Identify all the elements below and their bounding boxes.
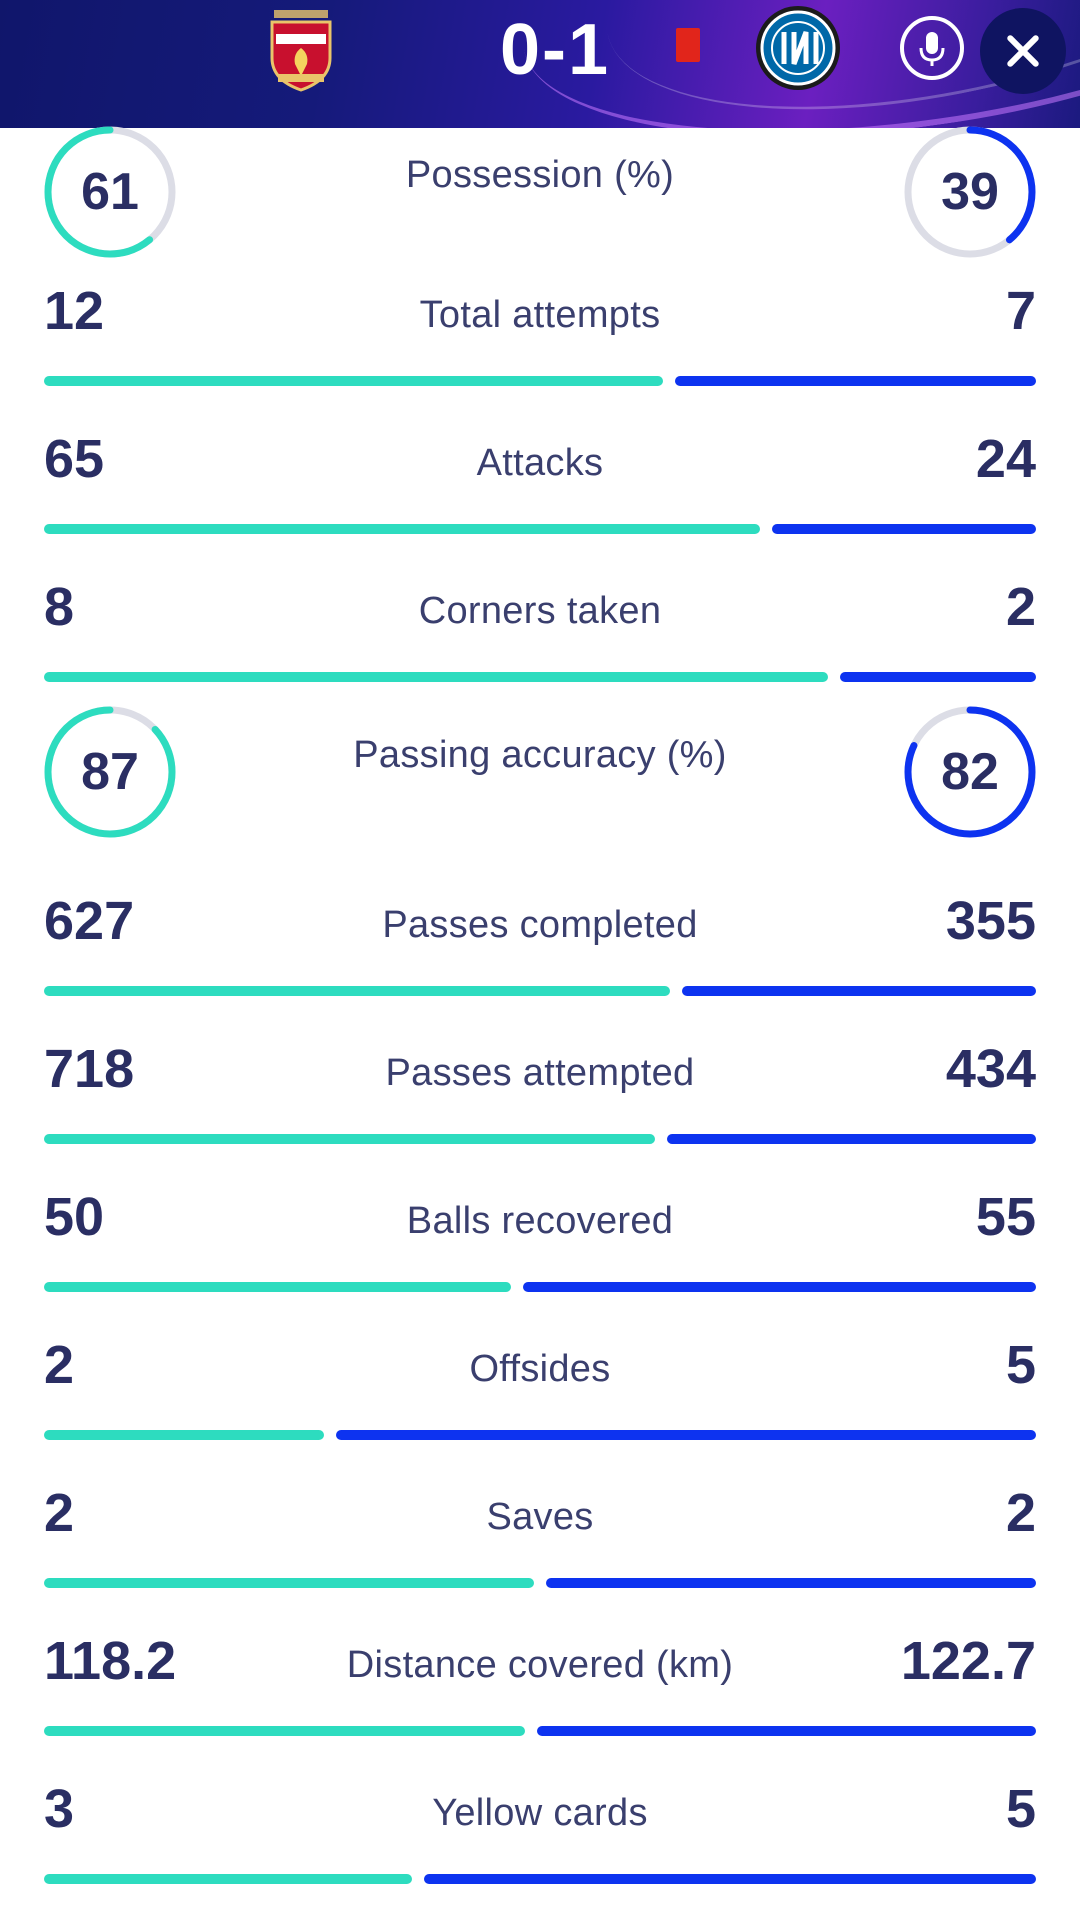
home-stat-bar xyxy=(44,376,663,386)
away-stat-value: 434 xyxy=(945,1039,1036,1099)
away-stat-bar xyxy=(536,1726,1036,1736)
home-stat-value: 8 xyxy=(44,577,75,637)
stat-row: 2 2 Saves xyxy=(0,1472,1080,1620)
home-stat-ring: 87 xyxy=(42,704,178,840)
stat-label: Passes completed xyxy=(382,904,698,946)
home-stat-value: 118.2 xyxy=(44,1631,177,1691)
home-stat-value: 3 xyxy=(44,1779,75,1839)
away-stat-value: 2 xyxy=(1005,1483,1036,1543)
red-card-icon xyxy=(676,28,700,62)
stat-label: Balls recovered xyxy=(406,1200,674,1242)
inter-crest-icon xyxy=(756,6,840,90)
home-stat-value: 12 xyxy=(44,281,105,341)
home-stat-value: 718 xyxy=(44,1039,135,1099)
liverpool-crest-icon xyxy=(270,10,332,92)
away-stat-bar xyxy=(771,524,1036,534)
away-stat-value: 55 xyxy=(975,1187,1036,1247)
home-stat-value: 2 xyxy=(44,1335,75,1395)
home-stat-bar xyxy=(44,1430,324,1440)
home-stat-value: 50 xyxy=(44,1187,105,1247)
match-header: 0-1 xyxy=(0,0,1080,128)
home-stat-bar xyxy=(44,672,828,682)
home-stat-bar xyxy=(44,1282,511,1292)
away-stat-bar xyxy=(666,1134,1036,1144)
stat-label: Corners taken xyxy=(418,590,662,632)
stat-row: 65 24 Attacks xyxy=(0,418,1080,566)
stat-row: 61 39 Possession (%) xyxy=(0,120,1080,268)
home-stat-value: 87 xyxy=(81,743,139,801)
stat-label: Possession (%) xyxy=(405,154,675,196)
stat-label: Passing accuracy (%) xyxy=(353,734,727,776)
home-stat-bar xyxy=(44,1874,412,1884)
home-stat-bar xyxy=(44,1578,534,1588)
away-stat-bar xyxy=(423,1874,1036,1884)
stat-row: 118.2 122.7 Distance covered (km) xyxy=(0,1620,1080,1768)
stat-row: 8 2 Corners taken xyxy=(0,566,1080,714)
away-stat-bar xyxy=(674,376,1036,386)
away-stat-value: 39 xyxy=(941,163,999,221)
away-stat-value: 2 xyxy=(1005,577,1036,637)
stat-row: 50 55 Balls recovered xyxy=(0,1176,1080,1324)
stat-label: Saves xyxy=(486,1496,594,1538)
home-ring-fill xyxy=(44,126,176,258)
away-stat-bar xyxy=(336,1430,1036,1440)
stat-row: 12 7 Total attempts xyxy=(0,270,1080,418)
stat-label: Attacks xyxy=(476,442,604,484)
home-stat-bar xyxy=(44,1726,525,1736)
away-stat-bar xyxy=(681,986,1036,996)
home-stat-value: 61 xyxy=(81,163,139,221)
home-ring-fill xyxy=(44,706,176,838)
away-ring-fill xyxy=(904,126,1036,258)
stat-row: 627 355 Passes completed xyxy=(0,880,1080,1028)
away-stat-bar xyxy=(546,1578,1036,1588)
home-stat-bar xyxy=(44,524,760,534)
home-stat-ring: 61 xyxy=(42,124,178,260)
home-stat-value: 2 xyxy=(44,1483,75,1543)
away-stat-bar xyxy=(840,672,1036,682)
away-stat-value: 5 xyxy=(1005,1335,1036,1395)
home-stat-value: 65 xyxy=(44,429,105,489)
stat-label: Total attempts xyxy=(419,294,661,336)
away-stat-ring: 82 xyxy=(902,704,1038,840)
stat-label: Yellow cards xyxy=(432,1792,648,1834)
away-stat-value: 7 xyxy=(1005,281,1036,341)
away-stat-bar xyxy=(522,1282,1036,1292)
stat-label: Offsides xyxy=(469,1348,611,1390)
stat-label: Distance covered (km) xyxy=(346,1644,734,1686)
home-stat-value: 627 xyxy=(44,891,135,951)
home-stat-bar xyxy=(44,986,670,996)
stat-row: 718 434 Passes attempted xyxy=(0,1028,1080,1176)
away-stat-value: 82 xyxy=(941,743,999,801)
close-button[interactable] xyxy=(980,8,1066,94)
away-stat-value: 122.7 xyxy=(900,1631,1036,1691)
microphone-icon xyxy=(919,32,945,66)
away-stat-ring: 39 xyxy=(902,124,1038,260)
stat-row: 2 5 Offsides xyxy=(0,1324,1080,1472)
stat-row: 87 82 Passing accuracy (%) xyxy=(0,700,1080,848)
away-ring-fill xyxy=(904,706,1036,838)
home-stat-bar xyxy=(44,1134,655,1144)
match-score: 0-1 xyxy=(499,10,611,90)
away-stat-value: 355 xyxy=(945,891,1036,951)
away-stat-value: 5 xyxy=(1005,1779,1036,1839)
stat-label: Passes attempted xyxy=(385,1052,695,1094)
commentary-button[interactable] xyxy=(900,16,964,80)
away-stat-value: 24 xyxy=(975,429,1036,489)
stat-row: 3 5 Yellow cards xyxy=(0,1768,1080,1916)
